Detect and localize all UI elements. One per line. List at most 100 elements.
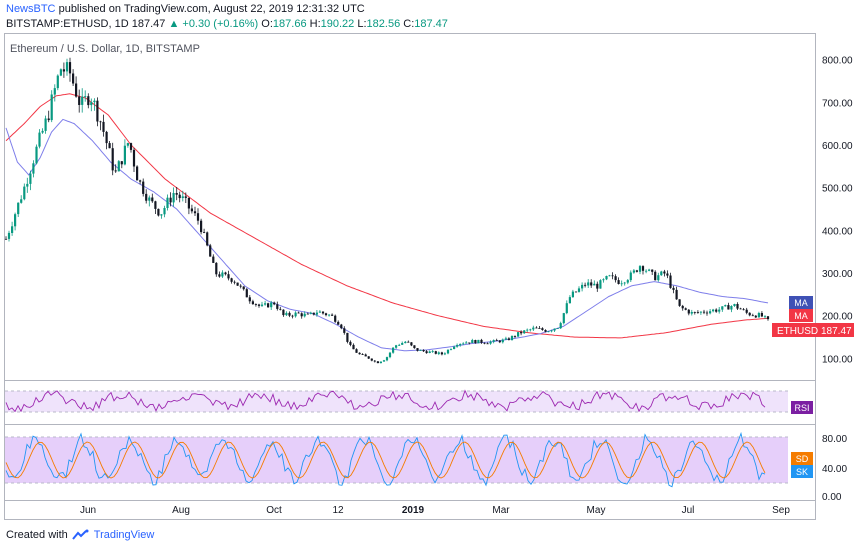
candle-body bbox=[32, 163, 35, 174]
candle-body bbox=[370, 358, 373, 361]
candle-body bbox=[532, 327, 535, 330]
oscillator-axis[interactable]: 80.00 40.00 0.00 bbox=[822, 434, 847, 503]
candle-body bbox=[175, 193, 178, 195]
candle-body bbox=[553, 328, 556, 331]
rsi-tag: RSI bbox=[791, 401, 813, 414]
candle-body bbox=[236, 282, 239, 286]
candle-body bbox=[657, 275, 660, 281]
candle-body bbox=[309, 312, 312, 314]
candle-body bbox=[425, 351, 428, 354]
candle-body bbox=[641, 266, 645, 271]
candle-body bbox=[535, 327, 538, 329]
time-axis[interactable]: Jun Aug Oct 12 2019 Mar May Jul Sep bbox=[80, 505, 790, 516]
candle-body bbox=[230, 278, 233, 282]
candle-body bbox=[206, 232, 209, 246]
candle-body bbox=[65, 62, 69, 72]
candle-body bbox=[407, 341, 410, 343]
candle-body bbox=[730, 306, 733, 310]
candle-body bbox=[93, 100, 96, 103]
candle-body bbox=[605, 276, 608, 280]
sk-tag: SK bbox=[791, 465, 813, 478]
candle-body bbox=[267, 303, 270, 308]
candle-body bbox=[139, 180, 142, 182]
time-tick-label: Sep bbox=[772, 505, 790, 516]
candle-body bbox=[260, 304, 264, 306]
low-value: 182.56 bbox=[366, 18, 401, 30]
candle-body bbox=[111, 148, 114, 171]
candle-body bbox=[245, 289, 248, 298]
candle-body bbox=[684, 308, 687, 310]
publisher-name[interactable]: NewsBTC bbox=[6, 3, 56, 15]
time-tick-label: Jul bbox=[682, 505, 695, 516]
price-axis[interactable]: 800.00 700.00 600.00 500.00 400.00 300.00 200.… bbox=[822, 56, 853, 366]
candle-body bbox=[172, 193, 175, 203]
candle-body bbox=[733, 304, 736, 306]
candle-body bbox=[300, 313, 303, 317]
candle-body bbox=[715, 309, 718, 312]
candle-body bbox=[581, 284, 584, 289]
close-value: 187.47 bbox=[414, 18, 448, 30]
candle-body bbox=[297, 312, 300, 314]
candle-body bbox=[517, 332, 520, 337]
candle-body bbox=[705, 312, 709, 314]
published-text: published on TradingView.com, August 22,… bbox=[58, 3, 365, 15]
candle-body bbox=[571, 291, 574, 298]
rsi-line bbox=[5, 389, 766, 413]
candle-body bbox=[702, 311, 706, 313]
candle-body bbox=[559, 323, 562, 329]
candle-body bbox=[355, 349, 358, 353]
candle-body bbox=[38, 132, 41, 147]
candle-body bbox=[108, 143, 111, 149]
candle-body bbox=[200, 220, 203, 233]
candle-body bbox=[26, 183, 29, 187]
candle-body bbox=[699, 311, 702, 313]
candlestick-series bbox=[4, 57, 770, 364]
open-label: O: bbox=[261, 18, 273, 30]
candle-body bbox=[526, 329, 529, 331]
candle-body bbox=[520, 332, 523, 334]
candle-body bbox=[4, 238, 8, 240]
candle-body bbox=[90, 102, 93, 106]
ma-fast-line bbox=[5, 118, 769, 352]
candle-body bbox=[340, 324, 343, 329]
candle-body bbox=[453, 346, 456, 349]
price-tick-label: 800.00 bbox=[822, 56, 853, 67]
candle-body bbox=[626, 280, 629, 283]
candle-body bbox=[721, 306, 724, 310]
candle-body bbox=[215, 262, 218, 275]
candle-body bbox=[654, 271, 657, 281]
candle-body bbox=[324, 313, 328, 316]
candle-body bbox=[635, 270, 638, 272]
candle-body bbox=[129, 143, 133, 150]
candle-body bbox=[126, 143, 129, 146]
candle-body bbox=[248, 297, 251, 302]
candle-body bbox=[373, 360, 376, 362]
candle-body bbox=[142, 181, 145, 194]
ma-slow-line bbox=[5, 93, 769, 339]
candle-body bbox=[78, 96, 81, 105]
candle-body bbox=[328, 314, 331, 316]
candle-body bbox=[437, 352, 440, 354]
candle-body bbox=[14, 214, 17, 227]
ticker-tag-text: ETHUSD bbox=[777, 326, 818, 337]
high-label: H: bbox=[309, 18, 321, 30]
candle-body bbox=[306, 313, 309, 315]
candle-body bbox=[513, 336, 517, 337]
candle-body bbox=[209, 245, 212, 257]
ticker-tag-value: 187.47 bbox=[821, 326, 852, 337]
price-change: +0.30 (+0.16%) bbox=[182, 18, 259, 30]
candle-body bbox=[221, 272, 224, 277]
stoch-k-line bbox=[5, 431, 766, 488]
candle-body bbox=[285, 312, 288, 316]
candle-body bbox=[257, 304, 261, 306]
candle-body bbox=[434, 351, 437, 354]
candle-body bbox=[550, 330, 553, 332]
candle-body bbox=[556, 328, 559, 329]
candle-body bbox=[23, 186, 26, 200]
candle-body bbox=[254, 304, 257, 305]
candle-body bbox=[584, 284, 587, 286]
tradingview-link[interactable]: TradingView bbox=[93, 529, 155, 541]
candle-body bbox=[81, 96, 84, 105]
candle-body bbox=[337, 321, 340, 325]
